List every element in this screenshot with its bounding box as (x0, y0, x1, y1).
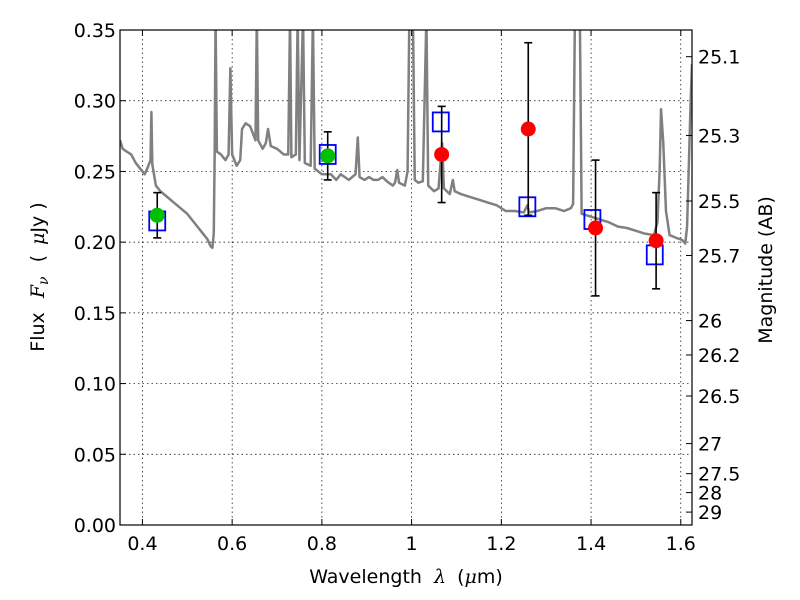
x-tick-label: 0.6 (217, 533, 247, 555)
x-axis-label: Wavelength λ (μm) (309, 566, 503, 588)
infrared-data-point (520, 121, 536, 137)
y2-axis-label: Magnitude (AB) (755, 196, 777, 344)
series-layer (120, 30, 692, 297)
mag-tick-label: 26 (698, 311, 722, 333)
model-point-square (518, 196, 537, 218)
mag-tick-label: 26.2 (698, 345, 740, 367)
mag-tick-label: 25.5 (698, 191, 740, 213)
mag-tick-label: 25.3 (698, 125, 740, 147)
x-tick-label: 0.8 (307, 533, 337, 555)
y-tick-label: 0.05 (74, 444, 116, 466)
mag-tick-label: 27 (698, 434, 722, 456)
y-tick-label: 0.35 (74, 20, 116, 42)
x-tick-label: 1.6 (666, 533, 696, 555)
mag-tick-label: 28 (698, 483, 722, 505)
mag-tick-label: 26.5 (698, 386, 740, 408)
plot-frame (119, 29, 693, 526)
ticks-layer: 0.4 0.6 0.8 1 1.2 1.4 1.6 0.00 0.05 0.10 0.15 0.20 0… (74, 20, 741, 555)
y-tick-label: 0.25 (74, 161, 116, 183)
y-tick-label: 0.30 (74, 91, 116, 113)
y-tick-label: 0.15 (74, 303, 116, 325)
model-point-square (431, 111, 450, 133)
infrared-data-point (648, 233, 664, 249)
x-tick-label: 1.4 (576, 533, 606, 555)
infrared-data-point (588, 220, 604, 236)
mag-tick-label: 25.1 (698, 47, 740, 69)
x-tick-label: 0.4 (127, 533, 157, 555)
y-tick-label: 0.20 (74, 232, 116, 254)
mag-tick-label: 29 (698, 502, 722, 524)
plot-area (120, 30, 692, 297)
mag-tick-label: 27.5 (698, 464, 740, 486)
x-tick-label: 1 (406, 533, 418, 555)
optical-data-point (320, 148, 336, 164)
grid (120, 29, 692, 526)
y-axis-label: Flux Fν ( μJy ) (27, 202, 53, 351)
infrared-data-point (434, 146, 450, 162)
y-tick-label: 0.10 (74, 374, 116, 396)
optical-data-point (149, 207, 165, 223)
model-point-square (645, 244, 664, 266)
mag-tick-label: 25.7 (698, 246, 740, 268)
y-tick-label: 0.00 (74, 515, 116, 537)
template-spectrum-line (120, 30, 692, 250)
x-tick-label: 1.2 (486, 533, 516, 555)
